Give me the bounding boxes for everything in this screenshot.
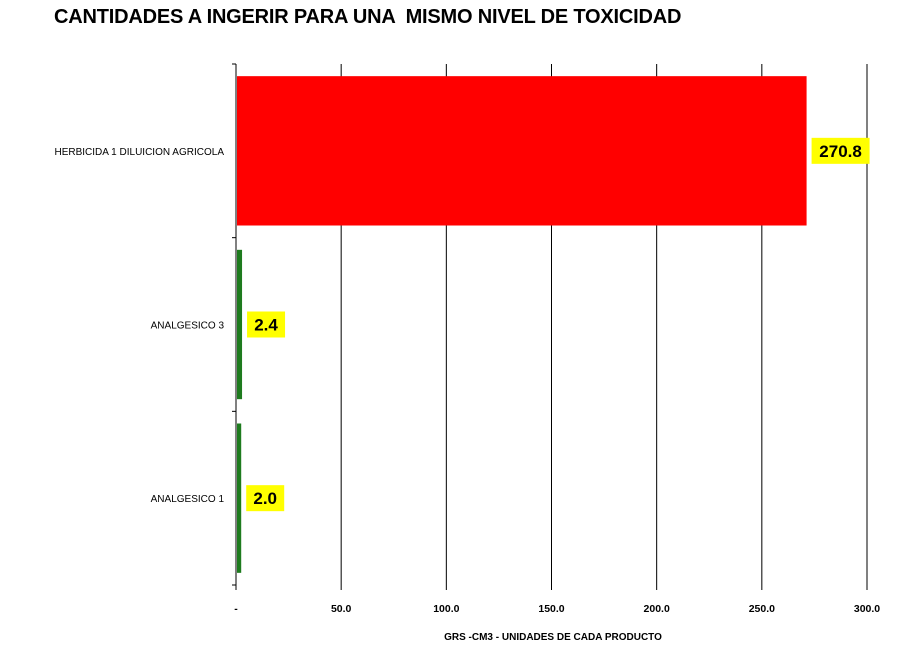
x-tick-label: 150.0 <box>538 603 564 615</box>
category-label: ANALGESICO 1 <box>151 494 225 505</box>
x-tick-label: 250.0 <box>749 603 775 615</box>
chart-title: CANTIDADES A INGERIR PARA UNA MISMO NIVE… <box>54 6 682 28</box>
data-label-box <box>246 485 285 512</box>
x-tick-label: 300.0 <box>854 603 880 615</box>
data-labels: 270.8 2.4 2.0 <box>246 137 870 512</box>
bars <box>237 76 807 573</box>
x-tick-label: - <box>234 603 238 615</box>
x-tick-label: 100.0 <box>433 603 459 615</box>
x-axis-title: GRS -CM3 - UNIDADES DE CADA PRODUCTO <box>444 632 662 643</box>
x-tick-label: 200.0 <box>644 603 670 615</box>
x-tick-label: 50.0 <box>331 603 352 615</box>
data-label: 2.4 <box>254 316 278 335</box>
bar <box>237 423 242 573</box>
category-label: HERBICIDA 1 DILUICION AGRICOLA <box>55 147 225 158</box>
category-label: ANALGESICO 3 <box>151 321 225 332</box>
data-label-box <box>811 137 870 164</box>
bar <box>237 249 243 400</box>
data-label: 2.0 <box>253 489 277 508</box>
axes: - 50.0 100.0 150.0 200.0 250.0 300.0 HERBICIDA … <box>55 63 880 615</box>
data-label: 270.8 <box>819 142 862 161</box>
data-label-box <box>247 311 286 338</box>
bar <box>237 76 807 226</box>
